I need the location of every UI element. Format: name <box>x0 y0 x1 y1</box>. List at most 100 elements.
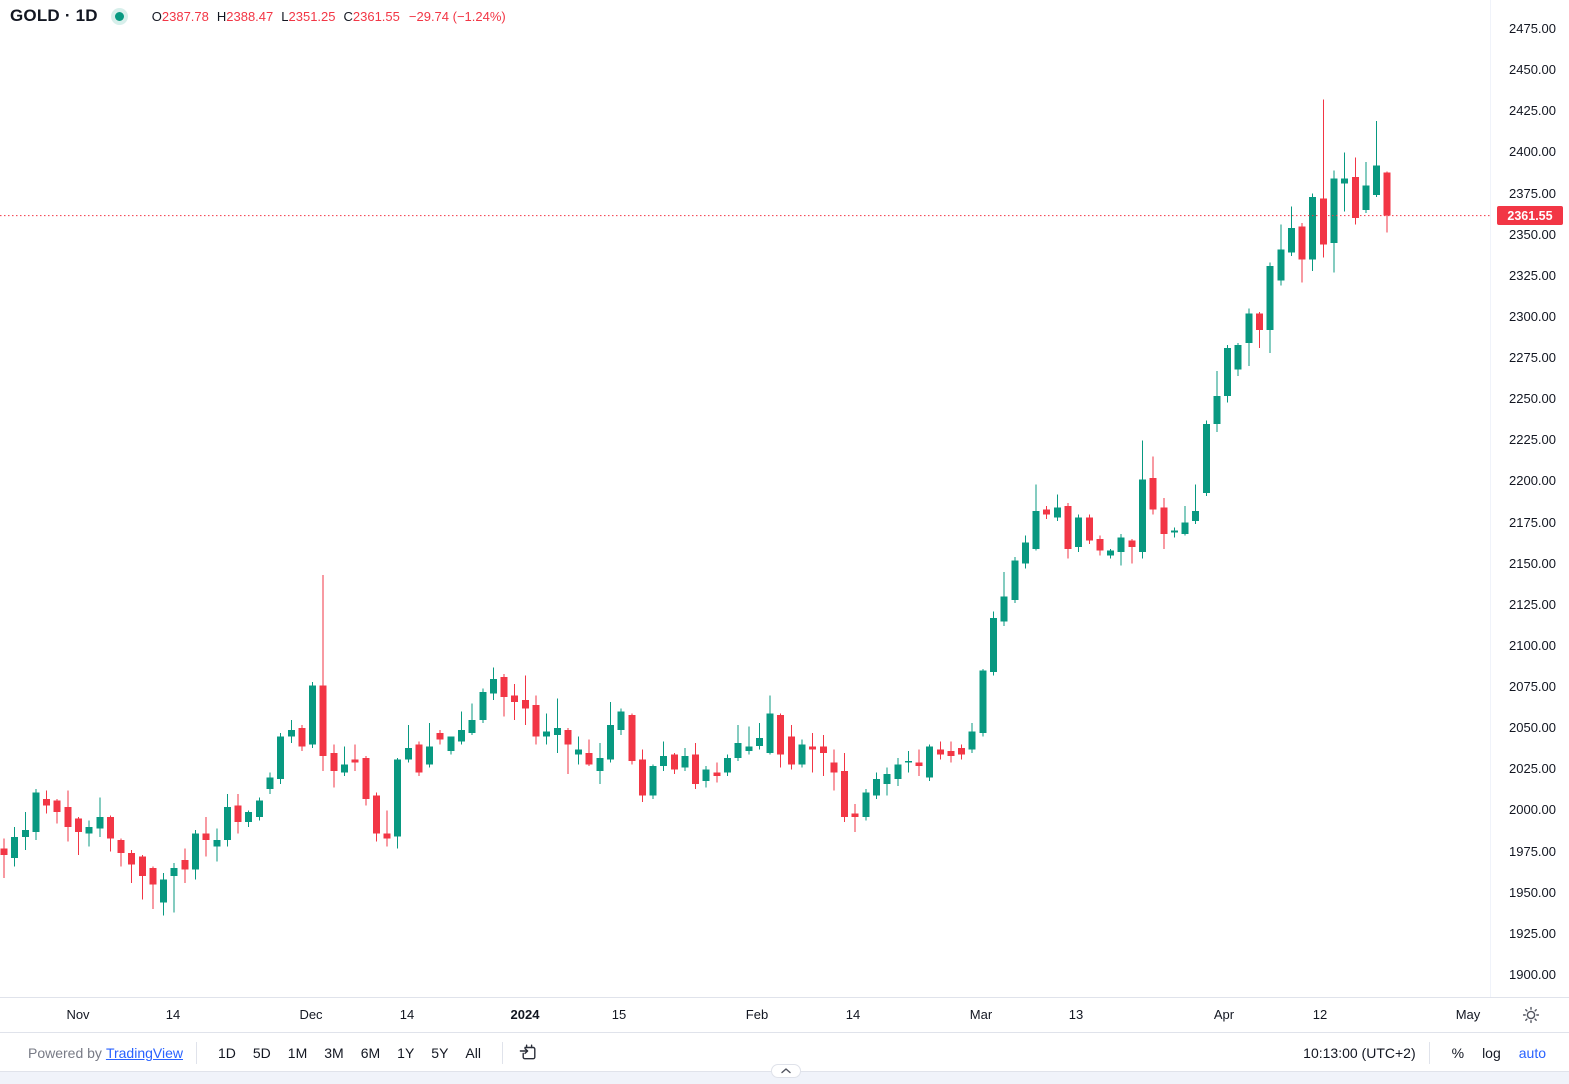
candle-94 <box>1000 596 1008 622</box>
candle-127 <box>1351 177 1359 219</box>
candle-118 <box>1256 313 1263 331</box>
candle-75 <box>798 744 806 765</box>
price-tick-label: 2325.00 <box>1509 267 1556 283</box>
price-tick-label: 2050.00 <box>1509 720 1556 736</box>
candle-2 <box>21 830 29 837</box>
price-tick-label: 2425.00 <box>1509 103 1556 119</box>
go-to-date-button[interactable] <box>516 1040 541 1065</box>
candle-60 <box>638 759 646 796</box>
candle-69 <box>734 743 742 758</box>
time-tick-label: Apr <box>1213 1007 1235 1022</box>
chart-pane[interactable]: GOLD · 1D O2387.78 H2388.47 L2351.25 C23… <box>0 0 1490 997</box>
candle-16 <box>170 868 178 877</box>
candle-111 <box>1181 522 1189 534</box>
candle-88 <box>936 749 944 755</box>
candle-38 <box>404 747 412 760</box>
candle-119 <box>1266 265 1274 331</box>
price-tick-label: 2200.00 <box>1509 473 1556 489</box>
candle-76 <box>809 746 817 750</box>
symbol-title[interactable]: GOLD · 1D <box>10 6 98 25</box>
candle-112 <box>1192 511 1200 521</box>
candle-120 <box>1277 249 1285 281</box>
price-tick-label: 1900.00 <box>1509 967 1556 982</box>
candle-106 <box>1128 540 1136 548</box>
price-tick-label: 1925.00 <box>1509 925 1556 941</box>
candle-59 <box>628 715 636 762</box>
candle-25 <box>266 777 274 789</box>
time-axis[interactable]: Nov 14 Dec 14 2024 15 Feb 14 Mar 13 Apr 12 May <box>0 997 1569 1033</box>
calendar-outline <box>522 1046 536 1060</box>
time-tick-label: Dec <box>299 1007 323 1022</box>
candle-48 <box>511 695 519 702</box>
candle-8 <box>85 826 93 834</box>
last-price-label: 2361.55 <box>1497 206 1563 226</box>
candle-103 <box>1096 539 1104 551</box>
candle-71 <box>755 738 763 747</box>
chevron-up-icon <box>781 1068 791 1074</box>
price-tick-label: 2250.00 <box>1509 391 1556 407</box>
candle-26 <box>277 736 285 780</box>
candle-115 <box>1224 348 1232 396</box>
price-tick-label: 2075.00 <box>1509 679 1556 694</box>
candle-81 <box>862 792 870 817</box>
candle-83 <box>883 774 891 785</box>
price-tick-label: 2100.00 <box>1509 637 1556 653</box>
candlestick-chart[interactable] <box>0 0 1490 997</box>
candle-121 <box>1287 228 1295 253</box>
log-scale-button[interactable]: log <box>1473 1041 1510 1065</box>
candle-96 <box>1021 542 1029 564</box>
candle-73 <box>777 715 785 755</box>
time-tick-label: 15 <box>611 1007 627 1022</box>
candle-12 <box>128 853 136 865</box>
candle-23 <box>245 812 253 822</box>
range-button-6m[interactable]: 6M <box>353 1041 388 1065</box>
range-button-5d[interactable]: 5D <box>245 1041 279 1065</box>
candle-18 <box>192 833 199 870</box>
candle-30 <box>319 685 327 757</box>
candle-65 <box>692 754 700 785</box>
range-button-all[interactable]: All <box>457 1041 489 1065</box>
range-button-1m[interactable]: 1M <box>280 1041 315 1065</box>
price-axis[interactable]: 2361.55 2475.00 2450.00 2425.00 2400.00 2375… <box>1490 0 1569 997</box>
candle-45 <box>479 692 487 720</box>
candle-37 <box>394 759 402 837</box>
ohlc-readout: O2387.78 H2388.47 L2351.25 C2361.55 −29.… <box>152 8 506 25</box>
candle-67 <box>713 772 721 776</box>
candle-50 <box>532 705 540 737</box>
range-button-1d[interactable]: 1D <box>210 1041 244 1065</box>
candle-28 <box>298 728 306 747</box>
candle-56 <box>596 757 604 771</box>
candle-39 <box>415 744 423 773</box>
candle-113 <box>1202 423 1210 493</box>
candle-107 <box>1139 479 1146 553</box>
candle-40 <box>426 746 434 765</box>
candle-126 <box>1341 178 1349 184</box>
candle-55 <box>585 752 593 765</box>
range-button-5y[interactable]: 5Y <box>423 1041 456 1065</box>
range-button-3m[interactable]: 3M <box>316 1041 351 1065</box>
candle-32 <box>341 764 348 773</box>
candle-61 <box>649 766 657 796</box>
candle-36 <box>383 833 391 839</box>
candle-4 <box>43 798 51 806</box>
candle-87 <box>926 746 934 778</box>
price-tick-label: 2150.00 <box>1509 555 1556 571</box>
clock[interactable]: 10:13:00 (UTC+2) <box>1303 1044 1416 1061</box>
ohlc-close: C2361.55 <box>343 8 400 24</box>
candle-31 <box>330 752 338 771</box>
auto-scale-button[interactable]: auto <box>1510 1041 1555 1065</box>
gear-icon[interactable] <box>1518 1002 1544 1028</box>
candle-91 <box>968 731 976 750</box>
candle-34 <box>362 757 370 799</box>
percent-scale-button[interactable]: % <box>1443 1041 1473 1065</box>
candle-74 <box>787 736 795 765</box>
tradingview-link[interactable]: TradingView <box>105 1044 183 1061</box>
price-tick-label: 1950.00 <box>1509 884 1556 900</box>
candle-46 <box>489 678 497 694</box>
chart-header: GOLD · 1D O2387.78 H2388.47 L2351.25 C23… <box>10 6 506 26</box>
price-tick-label: 2025.00 <box>1509 761 1556 777</box>
toolbar-right-group: 10:13:00 (UTC+2) % log auto <box>1303 1041 1569 1065</box>
candle-78 <box>830 762 838 773</box>
expand-toolbar-button[interactable] <box>771 1064 801 1078</box>
range-button-1y[interactable]: 1Y <box>389 1041 422 1065</box>
